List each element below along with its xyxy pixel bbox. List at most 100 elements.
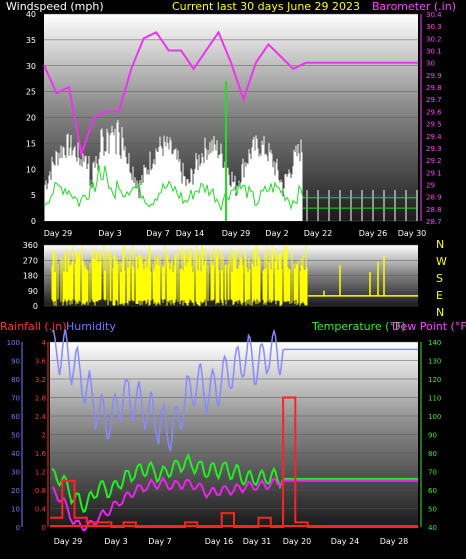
y2-tick-label: 29.5	[426, 121, 442, 129]
y2-tick-label: 29.3	[426, 145, 442, 153]
temperature-label: Temperature (°F)	[311, 320, 406, 333]
y-tick-label: 40	[26, 10, 36, 19]
rain-tick-label: 0.8	[35, 487, 46, 495]
humidity-tick-label: 50	[11, 432, 20, 440]
y-tick-label: 35	[26, 36, 36, 45]
y-tick-label: 0	[33, 302, 38, 311]
humidity-tick-label: 70	[11, 395, 20, 403]
humidity-tick-label: 0	[16, 524, 20, 532]
humidity-tick-label: 60	[11, 413, 20, 421]
barometer-line	[43, 30, 418, 158]
y-tick-label: 180	[23, 272, 38, 281]
x-tick-label: Day 2	[265, 229, 288, 238]
humidity-tick-label: 10	[11, 506, 20, 514]
y2-tick-label: 29.7	[426, 96, 442, 104]
y-tick-label: 90	[28, 287, 38, 296]
series-marks	[50, 328, 418, 532]
rain-tick-label: 0	[42, 524, 46, 532]
compass-label: N	[436, 306, 444, 319]
axes: 0 5 10 15 20 25 30 35 40 28.7 28.8 28.9 29 29.1 29.2 29…	[26, 10, 442, 238]
y2-tick-label: 30.1	[426, 48, 442, 56]
y-tick-label: 0	[31, 217, 36, 226]
y2-tick-label: 29	[426, 181, 435, 189]
x-tick-label: Day 24	[331, 537, 360, 546]
humidity-tick-label: 40	[11, 450, 20, 458]
rain-tick-label: 2	[42, 432, 46, 440]
y2-tick-label: 30.3	[426, 23, 442, 31]
rain-tick-label: 2.4	[35, 413, 47, 421]
y2-tick-label: 28.9	[426, 194, 442, 202]
compass-label: E	[436, 289, 443, 302]
series-marks	[51, 245, 418, 306]
y2-tick-label: 29.8	[426, 84, 442, 92]
rain-tick-label: 1.2	[35, 469, 46, 477]
x-tick-label: Day 7	[148, 537, 171, 546]
y-tick-label: 10	[26, 165, 36, 174]
temp-tick-label: 80	[428, 450, 437, 458]
y2-tick-label: 29.1	[426, 169, 442, 177]
y2-tick-label: 30.4	[426, 11, 442, 19]
dew-point-line	[51, 476, 418, 532]
humidity-tick-label: 90	[11, 358, 20, 366]
humidity-tick-label: 80	[11, 376, 20, 384]
x-tick-label: Day 29	[222, 229, 251, 238]
y2-tick-label: 29.9	[426, 72, 442, 80]
temp-tick-label: 40	[428, 524, 437, 532]
temp-tick-label: 140	[428, 339, 441, 347]
x-tick-label: Day 22	[304, 229, 333, 238]
rain-tick-label: 3.6	[35, 358, 47, 366]
rain-tick-label: 3.2	[35, 376, 46, 384]
y-tick-label: 20	[26, 114, 36, 123]
x-tick-label: Day 29	[54, 537, 83, 546]
barometer-label: Barometer (.in)	[372, 0, 456, 13]
x-tick-label: Day 3	[98, 229, 121, 238]
chart-title: Current last 30 days June 29 2023	[172, 0, 360, 13]
humidity-tick-label: 30	[11, 469, 20, 477]
dew-point-label: Dew Point (°F)	[392, 320, 466, 333]
x-tick-label: Day 14	[176, 229, 205, 238]
axes: 0 10 20 30 40 50 60 70 80 90 100 0 0.4 0.8 1.2 1.6 2 2.4 2…	[7, 339, 442, 546]
wind-barometer-chart: 0 5 10 15 20 25 30 35 40 28.7 28.8 28.9 29 29.1 29.2 29…	[26, 10, 442, 238]
compass-label: N	[436, 238, 444, 251]
temp-tick-label: 130	[428, 358, 441, 366]
x-tick-label: Day 7	[146, 229, 169, 238]
y-tick-label: 270	[23, 256, 38, 265]
rainfall-label: Rainfall (.in)	[0, 320, 67, 333]
rain-tick-label: 2.8	[35, 395, 46, 403]
temp-tick-label: 120	[428, 376, 441, 384]
y2-tick-label: 29.2	[426, 157, 442, 165]
y-tick-label: 25	[26, 88, 36, 97]
y2-tick-label: 28.8	[426, 206, 442, 214]
temp-tick-label: 50	[428, 506, 437, 514]
humidity-line	[51, 328, 418, 453]
compass-label: W	[436, 255, 447, 268]
y2-tick-label: 28.7	[426, 218, 442, 226]
y-tick-label: 30	[26, 62, 36, 71]
y-tick-label: 360	[23, 241, 38, 250]
x-tick-label: Day 3	[104, 537, 127, 546]
rain-tick-label: 4	[42, 339, 47, 347]
y2-tick-label: 30.2	[426, 35, 442, 43]
x-tick-label: Day 20	[283, 537, 312, 546]
windspeed-label: Windspeed (mph)	[6, 0, 104, 13]
rain-tick-label: 1.6	[35, 450, 47, 458]
y2-tick-label: 29.4	[426, 133, 442, 141]
series-marks	[43, 30, 418, 221]
wind-average-line	[44, 165, 418, 211]
x-tick-label: Day 16	[205, 537, 234, 546]
temp-tick-label: 100	[428, 413, 441, 421]
x-tick-label: Day 31	[243, 537, 272, 546]
humidity-tick-label: 20	[11, 487, 20, 495]
humidity-label: Humidity	[66, 320, 116, 333]
rain-tick-label: 0.4	[35, 506, 47, 514]
x-tick-label: Day 26	[359, 229, 388, 238]
compass-label: S	[436, 272, 443, 285]
y2-tick-label: 30	[426, 60, 435, 68]
temp-tick-label: 110	[428, 395, 441, 403]
x-tick-label: Day 29	[44, 229, 73, 238]
temp-tick-label: 60	[428, 487, 437, 495]
x-tick-label: Day 28	[380, 537, 409, 546]
x-tick-label: Day 30	[398, 229, 427, 238]
